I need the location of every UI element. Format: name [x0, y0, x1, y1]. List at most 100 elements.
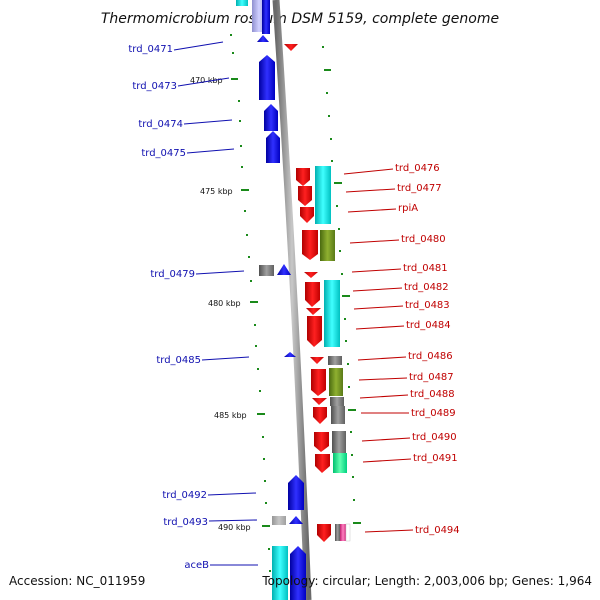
gene-label-rpiA[interactable]: rpiA [398, 203, 418, 214]
gene-aceB-cog[interactable] [272, 546, 288, 600]
gene-label-trd_0483[interactable]: trd_0483 [405, 300, 450, 311]
gene-label-trd_0492[interactable]: trd_0492 [162, 490, 207, 501]
gene-trd_0482-cog[interactable] [324, 280, 340, 347]
gene-label-trd_0487[interactable]: trd_0487 [409, 372, 454, 383]
tick-mark [230, 34, 232, 36]
gene-trd_0493[interactable] [289, 516, 303, 524]
tick-mark [241, 166, 243, 168]
gene-trd_0494-cog[interactable] [345, 523, 351, 542]
gene-trd_0484[interactable] [307, 316, 322, 347]
leader-line [362, 458, 412, 463]
leader-line [183, 119, 233, 125]
leader-line [347, 208, 397, 213]
tick-mark [263, 458, 265, 460]
gene-trd_0481[interactable] [304, 272, 318, 278]
gene-trd_0473[interactable] [259, 55, 275, 100]
gene-aceB[interactable] [290, 546, 306, 600]
gene-trd_0489-cog[interactable] [331, 406, 345, 424]
gene-trd_0480-cog[interactable] [320, 230, 335, 261]
gene-label-trd_0480[interactable]: trd_0480 [401, 234, 446, 245]
gene-trd_0488[interactable] [312, 398, 327, 405]
gene-label-trd_0486[interactable]: trd_0486 [408, 351, 453, 362]
gene-trd_0480[interactable] [302, 230, 318, 260]
tick-mark-major [257, 413, 265, 415]
tick-mark [254, 324, 256, 326]
gene-label-aceB[interactable]: aceB [184, 560, 209, 571]
gene-label-trd_0494[interactable]: trd_0494 [415, 525, 460, 536]
gene-trd_0479[interactable] [277, 264, 291, 275]
gene-trd_0490-cog[interactable] [332, 431, 346, 453]
leader-line [357, 356, 407, 361]
tick-mark [353, 499, 355, 501]
tick-mark-major [334, 182, 342, 184]
gene-trd_0494-cog[interactable] [335, 524, 340, 541]
gene-trd_0475[interactable] [266, 131, 280, 163]
tick-mark [326, 92, 328, 94]
gene-label-trd_0491[interactable]: trd_0491 [413, 453, 458, 464]
gene-label-trd_0474[interactable]: trd_0474 [138, 119, 183, 130]
gene-label-trd_0488[interactable]: trd_0488 [410, 389, 455, 400]
leader-line [358, 377, 408, 381]
map-title: Thermomicrobium roseum DSM 5159, complet… [101, 11, 499, 27]
tick-mark-major [342, 295, 350, 297]
leader-line [195, 270, 245, 275]
tick-mark [336, 205, 338, 207]
gene-trd_0476-cog[interactable] [315, 166, 331, 224]
gene-label-trd_0493[interactable]: trd_0493 [163, 517, 208, 528]
gene-trd_0492[interactable] [288, 475, 304, 510]
gene-trd_0483[interactable] [306, 308, 321, 315]
leader-line [352, 287, 403, 292]
gene-rpiA[interactable] [300, 207, 314, 223]
tick-mark-major [262, 525, 270, 527]
gene-trd_0488-cog[interactable] [330, 397, 344, 406]
gene-trd_0491-cog[interactable] [333, 453, 347, 473]
tick-mark [269, 570, 271, 572]
tick-mark [262, 436, 264, 438]
gene-label-trd_0489[interactable]: trd_0489 [411, 408, 456, 419]
gene-trd_0486[interactable] [310, 357, 324, 364]
gene-label-trd_0484[interactable]: trd_0484 [406, 320, 451, 331]
tick-mark [264, 480, 266, 482]
tick-mark [255, 345, 257, 347]
gene-label-trd_0477[interactable]: trd_0477 [397, 183, 442, 194]
gene-label-trd_0481[interactable]: trd_0481 [403, 263, 448, 274]
gene-trd_0490[interactable] [314, 432, 329, 452]
gene-trd_0494[interactable] [317, 524, 331, 542]
tick-mark [347, 363, 349, 365]
gene-trd_0479-cog[interactable] [259, 265, 274, 276]
leader-line [355, 325, 405, 330]
gene-trd_0471[interactable] [257, 35, 269, 42]
topology-summary: Topology: circular; Length: 2,003,006 bp… [261, 574, 592, 588]
gene-feature[interactable] [284, 44, 298, 51]
gene-label-trd_0485[interactable]: trd_0485 [156, 355, 201, 366]
gene-label-trd_0471[interactable]: trd_0471 [128, 44, 173, 55]
gene-trd_0482[interactable] [305, 282, 320, 307]
tick-mark [352, 476, 354, 478]
gene-label-trd_0476[interactable]: trd_0476 [395, 163, 440, 174]
tick-mark [348, 386, 350, 388]
gene-label-trd_0490[interactable]: trd_0490 [412, 432, 457, 443]
gene-trd_0489[interactable] [313, 407, 327, 424]
gene-label-trd_0479[interactable]: trd_0479 [150, 269, 195, 280]
gene-trd_0477[interactable] [298, 186, 312, 206]
gene-feature[interactable] [262, 0, 270, 34]
tick-mark [238, 100, 240, 102]
gene-trd_0486-cog[interactable] [328, 356, 342, 365]
left-labels [173, 41, 258, 566]
leader-line [364, 529, 414, 533]
gene-trd_0485[interactable] [284, 352, 296, 357]
gene-trd_0493-cog[interactable] [272, 516, 286, 525]
gene-label-trd_0475[interactable]: trd_0475 [141, 148, 186, 159]
tick-mark [338, 228, 340, 230]
gene-trd_0494-cog[interactable] [340, 524, 346, 541]
gene-feature[interactable] [236, 0, 248, 6]
gene-trd_0474[interactable] [264, 104, 278, 131]
gene-trd_0491[interactable] [315, 454, 330, 473]
gene-trd_0487[interactable] [311, 369, 326, 396]
gene-trd_0487-cog[interactable] [329, 368, 343, 396]
gene-label-trd_0482[interactable]: trd_0482 [404, 282, 449, 293]
gene-trd_0476[interactable] [296, 168, 310, 186]
gene-label-trd_0473[interactable]: trd_0473 [132, 81, 177, 92]
tick-mark [232, 52, 234, 54]
